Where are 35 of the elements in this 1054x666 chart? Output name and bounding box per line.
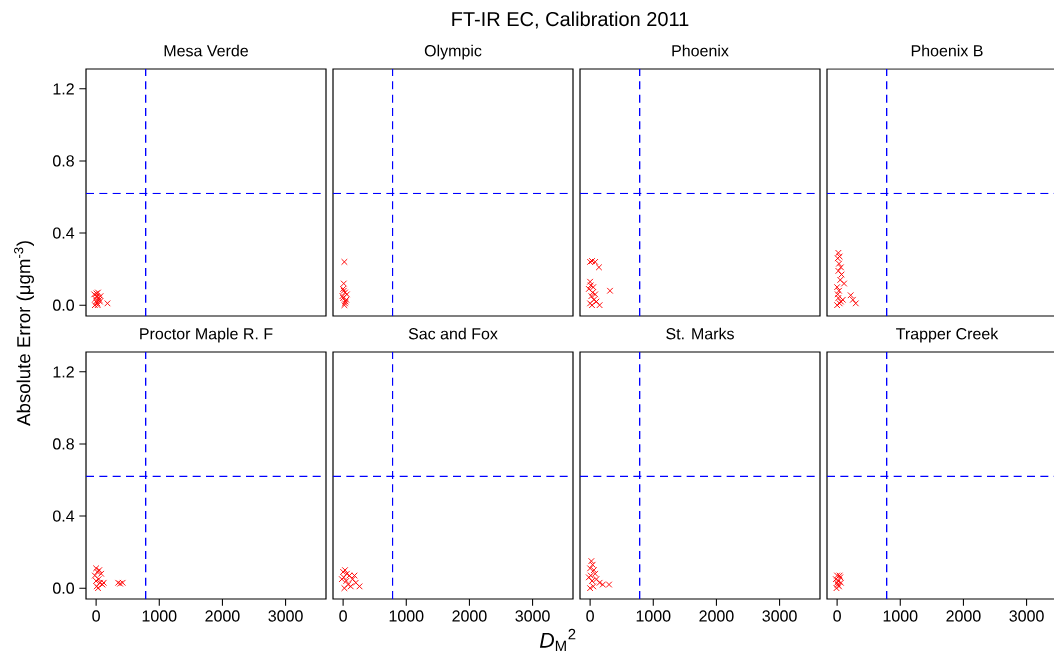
- y-tick-label: 0.4: [53, 227, 75, 239]
- x-tick-label: 0: [339, 610, 347, 622]
- x-tick-label: 1000: [142, 610, 177, 622]
- chart-title: Mesa Verde: [164, 44, 248, 57]
- chart-title: Trapper Creek: [896, 327, 999, 343]
- y-axis-title: Absolute Error (μgm$^{-3}$): [14, 241, 34, 426]
- y-tick-label: 0.8: [53, 438, 74, 450]
- text: FT-IR EC, Calibration 2011: [452, 11, 689, 29]
- x-tick-label: 3000: [515, 610, 550, 622]
- chart-title: St. Marks: [666, 327, 734, 340]
- chart-title: Olympic: [424, 44, 482, 60]
- x-tick-label: 1000: [389, 610, 424, 622]
- x-tick-label: 3000: [1009, 610, 1044, 622]
- y-tick-label: 0.4: [53, 510, 75, 522]
- x-tick-label: 2000: [452, 610, 487, 622]
- x-tick-label: 1000: [883, 610, 918, 622]
- y-tick-label: 0.8: [53, 155, 74, 167]
- x-tick-label: 0: [833, 610, 841, 622]
- x-tick-label: 2000: [205, 610, 240, 622]
- chart-title: Proctor Maple R. F: [140, 327, 273, 343]
- x-tick-label: 0: [586, 610, 594, 622]
- x-tick-label: 2000: [699, 610, 734, 622]
- chart-title: Phoenix B: [911, 44, 983, 57]
- chart-title: Phoenix: [672, 44, 729, 57]
- chart-title: Sac and Fox: [408, 327, 498, 340]
- x-tick-label: 3000: [762, 610, 797, 622]
- x-tick-label: 3000: [268, 610, 303, 622]
- x-tick-label: 1000: [636, 610, 671, 622]
- x-axis-title: D$_{M}$2: [539, 628, 576, 652]
- y-tick-label: 0.0: [53, 299, 75, 311]
- x-tick-label: 0: [92, 610, 100, 622]
- y-tick-label: 1.2: [53, 83, 74, 95]
- y-tick-label: 0.0: [53, 582, 75, 594]
- x-tick-label: 2000: [946, 610, 981, 622]
- y-tick-label: 1.2: [53, 366, 74, 378]
